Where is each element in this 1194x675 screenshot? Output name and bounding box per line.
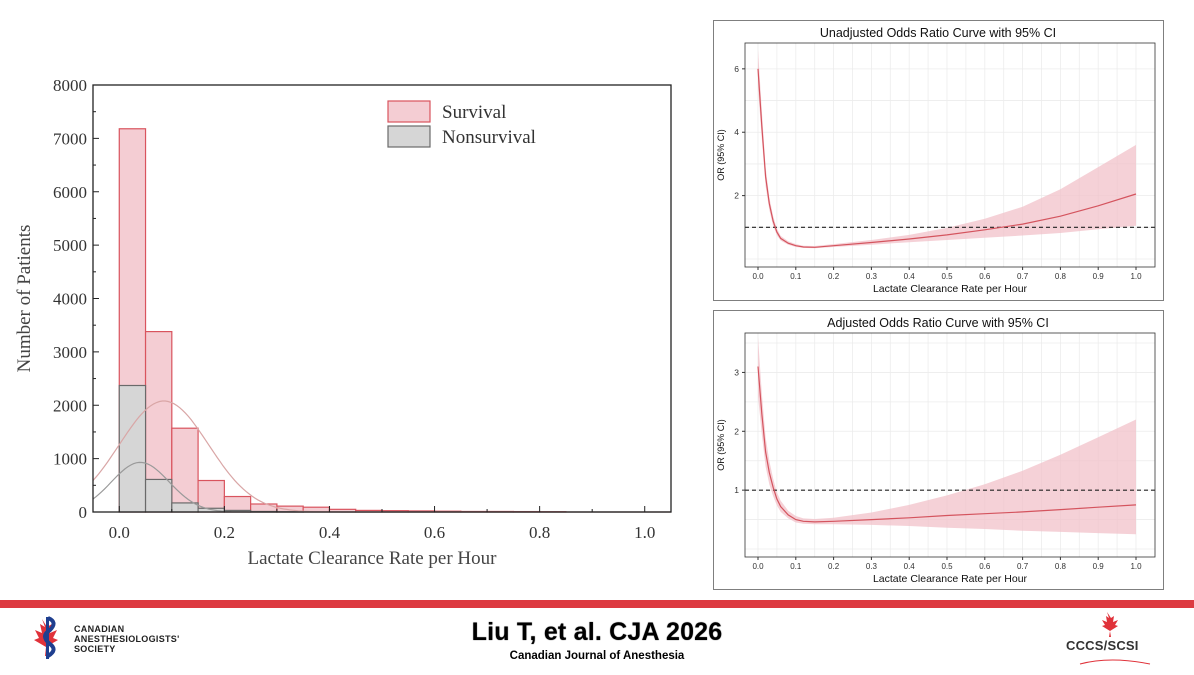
- journal-name: Canadian Journal of Anesthesia: [509, 650, 685, 662]
- x-tick-label: 0.6: [979, 272, 991, 281]
- unadjusted-or-chart: Unadjusted Odds Ratio Curve with 95% CI 0…: [716, 26, 1156, 295]
- x-tick-label: 1.0: [1130, 272, 1142, 281]
- bar-nonsurvival-0: [118, 384, 147, 513]
- x-tick-label: 0.5: [941, 562, 953, 571]
- x-axis-label: Lactate Clearance Rate per Hour: [873, 283, 1028, 295]
- y-tick-label: 5000: [53, 236, 87, 255]
- citation-title: Liu T, et al. CJA 2026: [471, 618, 723, 646]
- x-tick-label: 0.0: [752, 562, 764, 571]
- cas-logo: [34, 616, 58, 659]
- x-tick-label: 0.4: [904, 272, 916, 281]
- cas-line-2: ANESTHESIOLOGISTS': [74, 634, 180, 644]
- or-chart-title: Adjusted Odds Ratio Curve with 95% CI: [827, 316, 1049, 330]
- x-tick-label: 0.4: [904, 562, 916, 571]
- y-tick-label: 4000: [53, 290, 87, 309]
- legend-label-survival: Survival: [442, 102, 506, 123]
- cas-line-1: CANADIAN: [74, 624, 125, 634]
- adjusted-or-chart: Adjusted Odds Ratio Curve with 95% CI 0.0…: [716, 316, 1156, 585]
- bar-survival-5: [250, 503, 278, 513]
- y-tick-label: 2: [734, 191, 739, 201]
- x-tick-label: 0.9: [1093, 272, 1105, 281]
- bar-survival-4: [223, 495, 252, 513]
- cas-logo-text: CANADIAN ANESTHESIOLOGISTS' SOCIETY: [74, 624, 180, 654]
- x-tick-label: 1.0: [634, 523, 655, 542]
- y-tick-label: 6000: [53, 183, 87, 202]
- x-tick-label: 0.2: [828, 562, 840, 571]
- x-tick-label: 0.3: [866, 272, 878, 281]
- or-line: [757, 68, 1137, 248]
- bar-nonsurvival-2: [171, 502, 199, 513]
- x-tick-label: 0.4: [319, 523, 341, 542]
- adjusted-or-panel: Adjusted Odds Ratio Curve with 95% CI 0.0…: [713, 310, 1164, 590]
- y-tick-label: 0: [79, 503, 88, 522]
- footer-accent-bar: [0, 600, 1194, 608]
- x-tick-label: 0.2: [214, 523, 235, 542]
- x-tick-label: 0.5: [941, 272, 953, 281]
- bar-nonsurvival-1: [144, 478, 173, 513]
- x-tick-label: 0.7: [1017, 272, 1029, 281]
- legend-swatch-nonsurvival: [387, 125, 431, 148]
- histogram-chart: 0 1000 2000 3000 4000 5000 6000 7000 8000 0.0 0.2 0…: [14, 76, 672, 569]
- x-tick-label: 0.0: [752, 272, 764, 281]
- legend-label-nonsurvival: Nonsurvival: [442, 127, 536, 148]
- x-tick-label: 0.3: [866, 562, 878, 571]
- x-tick-label: 1.0: [1130, 562, 1142, 571]
- x-tick-label: 0.1: [790, 272, 802, 281]
- ci-band: [758, 337, 1136, 535]
- cccs-logo-text: CCCS/SCSI: [1066, 638, 1139, 653]
- y-tick-label: 8000: [53, 76, 87, 95]
- y-tick-label: 3: [734, 367, 739, 377]
- or-plot-frame: [744, 42, 1156, 268]
- cas-line-3: SOCIETY: [74, 644, 116, 654]
- x-tick-label: 0.6: [979, 562, 991, 571]
- legend-swatch-survival: [387, 100, 431, 123]
- x-axis-label: Lactate Clearance Rate per Hour: [873, 573, 1028, 585]
- or-line: [757, 366, 1137, 523]
- x-tick-label: 0.8: [1055, 562, 1067, 571]
- y-tick-label: 7000: [53, 129, 87, 148]
- x-tick-label: 0.1: [790, 562, 802, 571]
- y-axis-label: Number of Patients: [14, 225, 35, 373]
- x-tick-label: 0.2: [828, 272, 840, 281]
- y-tick-label: 2000: [53, 396, 87, 415]
- y-axis-label: OR (95% CI): [716, 419, 726, 471]
- y-tick-label: 2: [734, 426, 739, 436]
- x-tick-label: 0.8: [529, 523, 550, 542]
- ci-band: [758, 49, 1136, 249]
- x-tick-label: 0.8: [1055, 272, 1067, 281]
- bar-survival-2: [171, 427, 199, 513]
- y-tick-label: 1: [734, 485, 739, 495]
- y-tick-label: 6: [734, 64, 739, 74]
- x-tick-label: 0.7: [1017, 562, 1029, 571]
- x-axis-label: Lactate Clearance Rate per Hour: [248, 548, 498, 569]
- cccs-logo: [1079, 612, 1151, 665]
- y-tick-label: 3000: [53, 343, 87, 362]
- unadjusted-or-panel: Unadjusted Odds Ratio Curve with 95% CI 0…: [713, 20, 1164, 301]
- x-tick-label: 0.6: [424, 523, 445, 542]
- or-plot-frame: [744, 332, 1156, 558]
- x-tick-label: 0.9: [1093, 562, 1105, 571]
- x-tick-label: 0.0: [109, 523, 130, 542]
- y-axis-label: OR (95% CI): [716, 129, 726, 181]
- or-chart-title: Unadjusted Odds Ratio Curve with 95% CI: [820, 26, 1056, 40]
- y-tick-label: 4: [734, 127, 739, 137]
- y-tick-label: 1000: [53, 450, 87, 469]
